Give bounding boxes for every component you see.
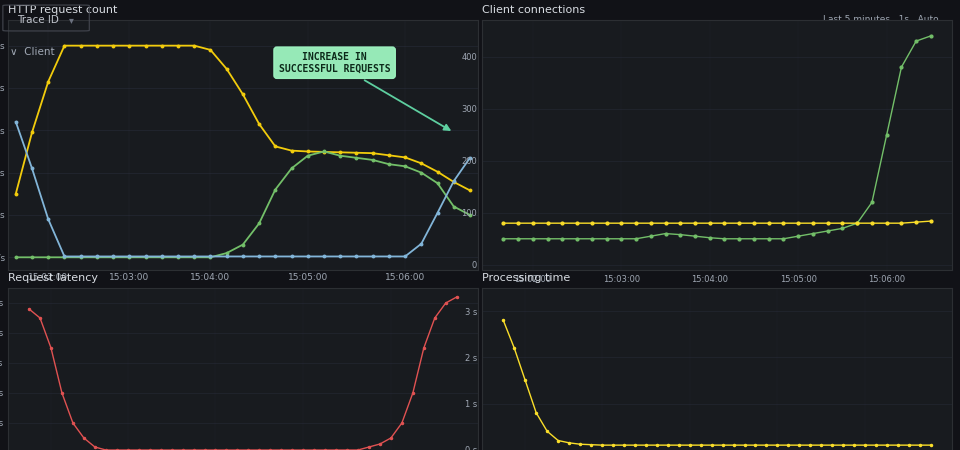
Text: Trace ID: Trace ID [17, 15, 60, 25]
Text: ∨  Client: ∨ Client [10, 47, 54, 57]
Text: Client connections: Client connections [482, 5, 585, 15]
Text: HTTP request count: HTTP request count [8, 5, 117, 15]
Text: Processing time: Processing time [482, 273, 570, 283]
Text: ▾: ▾ [69, 15, 74, 25]
Text: Request latency: Request latency [8, 273, 98, 283]
Legend: Active connections, connections: Active connections, connections [486, 305, 668, 321]
Text: INCREASE IN
SUCCESSFUL REQUESTS: INCREASE IN SUCCESSFUL REQUESTS [278, 52, 449, 130]
Legend: status=429, status=504, status=200: status=429, status=504, status=200 [12, 304, 249, 320]
Text: Last 5 minutes   1s   Auto: Last 5 minutes 1s Auto [824, 15, 939, 24]
